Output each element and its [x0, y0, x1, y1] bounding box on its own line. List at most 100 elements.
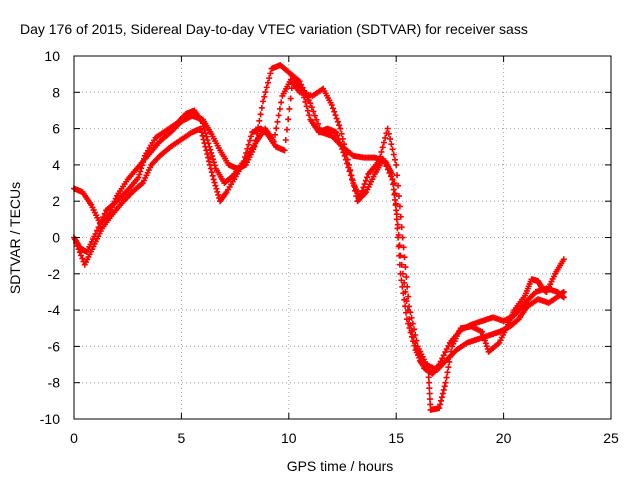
data-point — [333, 129, 340, 136]
data-point — [448, 348, 455, 355]
data-point — [339, 135, 346, 142]
data-point — [337, 142, 344, 149]
data-point — [204, 151, 211, 158]
data-point — [348, 172, 355, 179]
data-point — [210, 176, 217, 183]
data-point — [199, 132, 206, 139]
data-point — [384, 166, 391, 173]
data-point — [214, 188, 221, 195]
data-points-layer — [71, 62, 567, 413]
data-point — [439, 390, 446, 397]
data-point — [206, 161, 213, 168]
data-point — [287, 95, 294, 102]
data-point — [404, 307, 411, 314]
data-point — [362, 177, 369, 184]
x-tick-label: 0 — [70, 430, 78, 446]
y-tick-label: 6 — [52, 121, 60, 137]
data-point — [334, 132, 341, 139]
data-point — [395, 193, 402, 200]
data-point — [328, 102, 335, 109]
data-point — [426, 390, 433, 397]
data-point — [380, 139, 387, 146]
x-axis-label: GPS time / hours — [287, 458, 394, 474]
data-point — [391, 196, 398, 203]
data-point — [278, 99, 285, 106]
data-point — [202, 143, 209, 150]
data-point — [393, 161, 400, 168]
data-point — [383, 163, 390, 170]
y-axis-label: SDTVAR / TECUs — [7, 182, 23, 294]
data-point — [213, 185, 220, 192]
data-point — [139, 162, 146, 169]
data-point — [560, 256, 567, 263]
data-point — [273, 125, 280, 132]
data-point — [404, 283, 411, 290]
data-point — [353, 193, 360, 200]
data-point — [245, 141, 252, 148]
data-point — [302, 98, 309, 105]
x-tick-label: 20 — [496, 430, 512, 446]
data-point — [248, 133, 255, 140]
data-point — [275, 112, 282, 119]
data-point — [396, 242, 403, 249]
y-tick-label: -6 — [48, 338, 61, 354]
data-point — [282, 137, 289, 144]
data-point — [405, 293, 412, 300]
data-point — [364, 174, 371, 181]
data-point — [337, 125, 344, 132]
data-point — [138, 165, 145, 172]
data-point — [336, 139, 343, 146]
data-point — [75, 246, 82, 253]
data-point — [398, 261, 405, 268]
data-point — [399, 270, 406, 277]
data-point — [274, 118, 281, 125]
data-point — [480, 331, 487, 338]
data-point — [394, 172, 401, 179]
data-point — [136, 171, 143, 178]
data-point — [482, 340, 489, 347]
data-point — [266, 75, 273, 82]
data-point — [402, 288, 409, 295]
data-point — [261, 93, 268, 100]
data-point — [205, 154, 212, 161]
x-tick-label: 15 — [388, 430, 404, 446]
data-point — [398, 224, 405, 231]
data-point — [444, 369, 451, 376]
data-point — [207, 165, 214, 172]
tick-layer: 0 5 10 15 20 25 -10 -8 -6 -4 -2 0 2 4 6 8 10 — [40, 48, 619, 446]
data-point — [360, 184, 367, 191]
data-point — [426, 379, 433, 386]
data-point — [402, 264, 409, 271]
data-point — [343, 151, 350, 158]
data-point — [336, 122, 343, 129]
data-point — [211, 179, 218, 186]
data-point — [333, 115, 340, 122]
data-point — [413, 345, 420, 352]
data-point — [446, 358, 453, 365]
data-point — [257, 111, 264, 118]
data-point — [393, 216, 400, 223]
data-point — [388, 141, 395, 148]
data-point — [361, 181, 368, 188]
data-point — [345, 161, 352, 168]
data-point — [445, 364, 452, 371]
y-tick-label: -4 — [48, 302, 61, 318]
data-point — [256, 117, 263, 124]
data-point — [438, 397, 445, 404]
data-point — [288, 85, 295, 92]
data-point — [340, 149, 347, 156]
data-point — [203, 147, 210, 154]
data-point — [283, 126, 290, 133]
data-point — [212, 182, 219, 189]
data-point — [305, 97, 312, 104]
data-point — [267, 70, 274, 77]
data-point — [391, 156, 398, 163]
data-point — [443, 374, 450, 381]
data-point — [137, 168, 144, 175]
data-point — [425, 368, 432, 375]
data-point — [442, 379, 449, 386]
data-point — [479, 328, 486, 335]
data-point — [426, 385, 433, 392]
data-point — [208, 149, 215, 156]
data-point — [260, 98, 267, 105]
